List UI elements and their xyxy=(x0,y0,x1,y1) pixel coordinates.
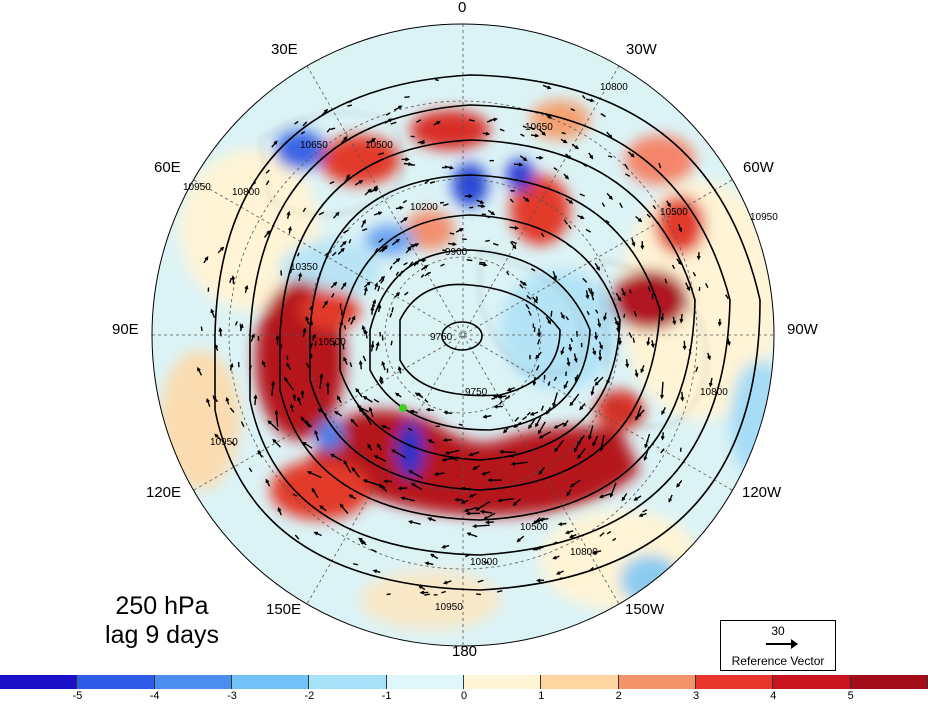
wind-vector xyxy=(462,239,467,240)
lon-label-60w: 60W xyxy=(743,160,774,176)
lon-label-90w: 90W xyxy=(787,322,818,338)
wind-vector xyxy=(624,314,625,318)
wind-vector xyxy=(404,97,409,98)
contour-label: 10950 xyxy=(750,212,778,223)
wind-vector xyxy=(467,260,473,261)
contour-label: 9900 xyxy=(445,247,468,258)
lon-label-120e: 120E xyxy=(146,485,181,501)
colorbar-swatch xyxy=(773,675,850,689)
wind-vector xyxy=(435,80,439,81)
wind-vector xyxy=(387,594,391,595)
wind-vector xyxy=(551,311,552,317)
lon-label-180: 180 xyxy=(452,644,477,660)
reference-vector-magnitude: 30 xyxy=(721,624,835,638)
colorbar-tick-label: 0 xyxy=(461,690,467,702)
colorbar-tick-label: 4 xyxy=(770,690,776,702)
colorbar-swatch xyxy=(619,675,696,689)
colorbar-swatch xyxy=(0,675,77,689)
contour-label: 9750 xyxy=(430,332,453,343)
wind-vector xyxy=(424,594,430,595)
lon-label-150w: 150W xyxy=(625,602,664,618)
contour-label: 9750 xyxy=(465,387,488,398)
wind-vector xyxy=(201,327,202,331)
colorbar-tick-label: -3 xyxy=(227,690,237,702)
colorbar-swatch xyxy=(696,675,773,689)
plot-title: 250 hPa lag 9 days xyxy=(92,592,232,650)
reference-vector-caption: Reference Vector xyxy=(721,654,835,668)
colorbar-swatch xyxy=(851,675,928,689)
wind-vector xyxy=(343,344,344,350)
contour-label: 10800 xyxy=(232,187,260,198)
contour-label: 10800 xyxy=(700,387,728,398)
lon-label-90e: 90E xyxy=(112,322,139,338)
colorbar-swatch xyxy=(309,675,386,689)
colorbar-swatch xyxy=(541,675,618,689)
wind-vector xyxy=(600,350,601,354)
contour-label: 10350 xyxy=(290,262,318,273)
lon-label-30e: 30E xyxy=(271,42,298,58)
colorbar-swatch xyxy=(464,675,541,689)
colorbar-swatch xyxy=(155,675,232,689)
colorbar-swatch xyxy=(387,675,464,689)
pressure-level-label: 250 hPa xyxy=(92,592,232,621)
colorbar-tick-label: 1 xyxy=(538,690,544,702)
wind-vector xyxy=(633,338,634,343)
reference-vector-box: 30 Reference Vector xyxy=(720,620,836,671)
colorbar-tick-labels: -5 -4 -3 -2 -1 0 1 2 3 4 5 xyxy=(0,690,928,702)
station-marker xyxy=(399,404,407,412)
colorbar-tick-label: 3 xyxy=(693,690,699,702)
reference-arrow-icon xyxy=(766,643,794,645)
wind-vector xyxy=(534,327,535,332)
lon-label-60e: 60E xyxy=(154,160,181,176)
wind-vector xyxy=(391,341,392,346)
wind-vector xyxy=(469,207,473,208)
wind-vector xyxy=(479,262,485,263)
colorbar-tick-label: -2 xyxy=(304,690,314,702)
colorbar-tick-label: -1 xyxy=(382,690,392,702)
colorbar-tick-label: 2 xyxy=(616,690,622,702)
wind-vector xyxy=(345,325,346,329)
lon-label-120w: 120W xyxy=(742,485,781,501)
wind-vector xyxy=(240,324,241,329)
lag-label: lag 9 days xyxy=(92,621,232,650)
lon-label-150e: 150E xyxy=(266,602,301,618)
wind-vector xyxy=(485,240,490,241)
wind-vector xyxy=(501,452,516,453)
contour-label: 10650 xyxy=(300,140,328,151)
contour-label: 10200 xyxy=(410,202,438,213)
colorbar-swatch xyxy=(77,675,154,689)
colorbar-tick-label: 5 xyxy=(848,690,854,702)
contour-label: 10500 xyxy=(318,337,346,348)
colorbar-tick-label: -4 xyxy=(150,690,160,702)
wind-vector xyxy=(440,202,444,203)
contour-label: 10500 xyxy=(660,207,688,218)
colorbar xyxy=(0,675,928,689)
wind-vector xyxy=(450,233,454,234)
contour-label: 10950 xyxy=(210,437,238,448)
colorbar-tick-label: -5 xyxy=(72,690,82,702)
wind-vector xyxy=(476,594,481,595)
wind-vector xyxy=(442,250,446,251)
lon-label-0: 0 xyxy=(458,0,466,16)
wind-vector xyxy=(492,398,496,399)
contour-label: 10800 xyxy=(600,82,628,93)
lon-label-30w: 30W xyxy=(626,42,657,58)
contour-label: 10950 xyxy=(435,602,463,613)
colorbar-swatch xyxy=(232,675,309,689)
